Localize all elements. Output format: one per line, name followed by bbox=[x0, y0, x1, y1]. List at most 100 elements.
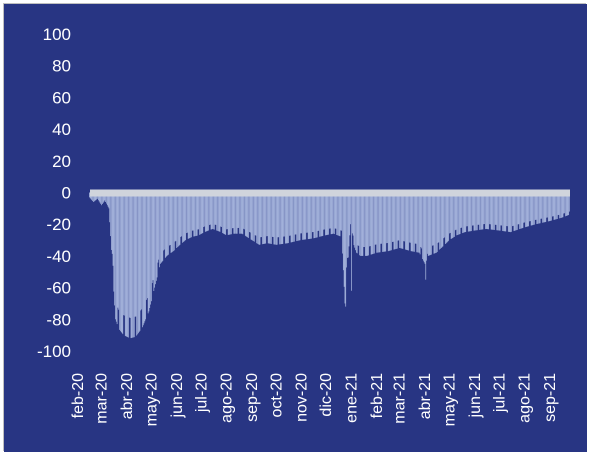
data-bar bbox=[463, 192, 465, 233]
x-tick-label: feb-20 bbox=[70, 373, 87, 418]
data-bar bbox=[458, 192, 459, 235]
data-bar bbox=[115, 192, 116, 320]
data-bar bbox=[378, 192, 379, 253]
data-bar bbox=[384, 192, 386, 252]
data-bar bbox=[494, 192, 496, 225]
data-bar bbox=[382, 192, 384, 252]
data-bar bbox=[361, 192, 363, 256]
data-bar bbox=[470, 192, 472, 232]
data-bar bbox=[135, 192, 137, 317]
data-bar bbox=[369, 192, 370, 247]
data-bar bbox=[124, 192, 126, 336]
data-bar bbox=[546, 192, 547, 218]
data-bar bbox=[134, 192, 136, 317]
data-bar bbox=[449, 192, 450, 234]
data-bar bbox=[227, 192, 228, 230]
data-bar bbox=[211, 192, 213, 230]
data-bar bbox=[488, 192, 489, 230]
data-bar bbox=[157, 192, 159, 263]
data-bar bbox=[184, 192, 186, 241]
data-bar bbox=[500, 192, 502, 226]
data-bar bbox=[374, 192, 375, 254]
data-bar bbox=[445, 192, 446, 245]
data-bar bbox=[172, 192, 173, 252]
data-bar bbox=[509, 192, 511, 233]
data-bar bbox=[556, 192, 557, 220]
data-bar bbox=[254, 192, 256, 236]
y-tick-label: 40 bbox=[52, 120, 71, 139]
x-tick-label: may-20 bbox=[143, 373, 160, 426]
data-bar bbox=[512, 192, 514, 226]
data-bar bbox=[400, 192, 401, 249]
data-bar bbox=[498, 192, 500, 231]
x-tick-label: abr-21 bbox=[417, 373, 434, 419]
data-bar bbox=[120, 192, 122, 332]
data-bar bbox=[496, 192, 498, 231]
data-bar bbox=[178, 192, 180, 246]
data-bar bbox=[328, 192, 329, 235]
data-bar bbox=[284, 192, 286, 244]
data-bar bbox=[515, 192, 516, 231]
data-bar bbox=[178, 192, 179, 247]
data-bar bbox=[440, 192, 441, 249]
data-bar bbox=[318, 192, 320, 231]
data-bar bbox=[486, 192, 488, 230]
data-bar bbox=[444, 192, 445, 238]
data-bar bbox=[269, 192, 271, 244]
data-bar bbox=[468, 192, 470, 232]
x-tick-label: ago-20 bbox=[219, 373, 236, 423]
data-bar bbox=[107, 192, 109, 207]
data-bar bbox=[311, 192, 313, 233]
y-tick-label: 0 bbox=[62, 184, 71, 203]
x-tick-label: feb-21 bbox=[369, 373, 386, 418]
data-bar bbox=[439, 192, 440, 250]
data-bar bbox=[555, 192, 556, 220]
data-bar bbox=[403, 192, 405, 242]
data-bar bbox=[523, 192, 525, 223]
data-bar bbox=[344, 192, 346, 304]
data-bar bbox=[220, 192, 222, 227]
data-bar bbox=[402, 192, 404, 249]
data-bar bbox=[396, 192, 397, 249]
data-bar bbox=[432, 192, 434, 246]
data-bar bbox=[467, 192, 468, 227]
data-bar bbox=[535, 192, 537, 220]
y-tick-label: 80 bbox=[52, 57, 71, 76]
data-bar bbox=[561, 192, 562, 218]
data-bar bbox=[213, 192, 214, 230]
data-bar bbox=[352, 192, 354, 236]
data-bar bbox=[440, 192, 442, 248]
data-bar bbox=[512, 192, 513, 227]
data-bar bbox=[516, 192, 518, 230]
data-bar bbox=[538, 192, 540, 224]
data-bar bbox=[226, 192, 227, 230]
data-bar bbox=[333, 192, 335, 235]
data-bar bbox=[234, 192, 236, 234]
data-bar bbox=[199, 192, 200, 235]
data-bar bbox=[446, 192, 448, 243]
data-bar bbox=[456, 192, 458, 236]
data-bar bbox=[391, 192, 392, 251]
data-bar bbox=[308, 192, 310, 239]
data-bar bbox=[472, 192, 474, 226]
data-bar bbox=[551, 192, 552, 221]
data-bar bbox=[129, 192, 131, 318]
data-bar bbox=[334, 192, 336, 229]
data-bar bbox=[347, 192, 348, 258]
data-bar bbox=[204, 192, 205, 227]
data-bar bbox=[567, 192, 569, 216]
x-tick-label: jun-20 bbox=[169, 373, 186, 419]
data-bar bbox=[312, 192, 314, 233]
data-bar bbox=[524, 192, 525, 223]
data-bar bbox=[239, 192, 240, 234]
data-bar bbox=[167, 192, 169, 256]
data-bar bbox=[529, 192, 531, 222]
data-bar bbox=[146, 192, 148, 299]
data-bar bbox=[110, 192, 111, 237]
data-bar bbox=[398, 192, 400, 241]
data-bar bbox=[138, 192, 140, 332]
data-bar bbox=[388, 192, 390, 251]
data-bar bbox=[539, 192, 541, 224]
data-bar bbox=[160, 192, 161, 264]
data-bar bbox=[106, 192, 107, 204]
